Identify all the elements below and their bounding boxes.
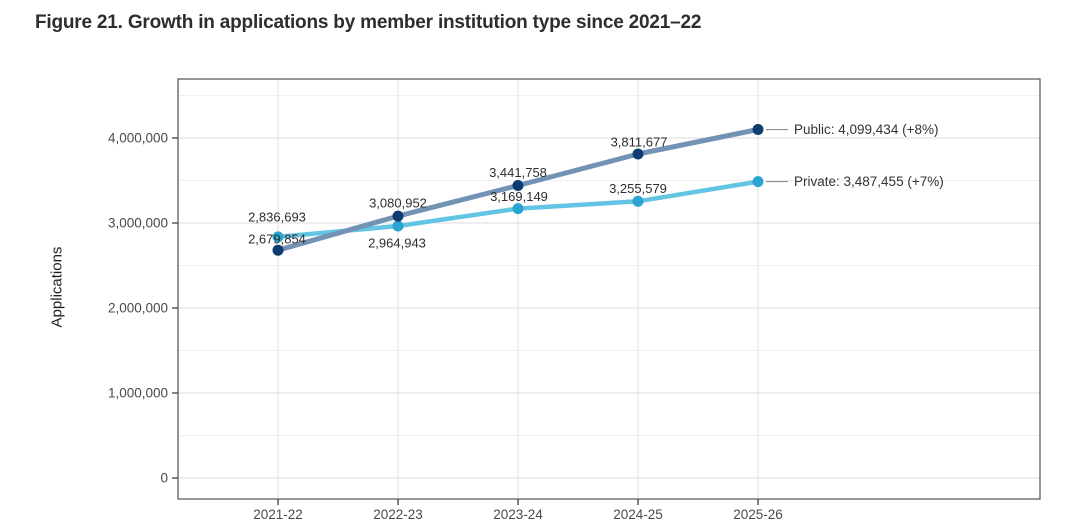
- data-label: 3,080,952: [369, 196, 427, 211]
- data-label: 3,441,758: [489, 165, 547, 180]
- data-label: 2,964,943: [368, 235, 426, 250]
- y-tick-label: 3,000,000: [108, 216, 168, 231]
- end-labels: Public: 4,099,434 (+8%) Private: 3,487,45…: [766, 122, 944, 189]
- end-label-public: Public: 4,099,434 (+8%): [794, 122, 938, 137]
- axis-ticks: [172, 137, 759, 505]
- y-tick-label: 1,000,000: [108, 386, 168, 401]
- data-label: 3,255,579: [609, 181, 667, 196]
- data-point-private: [512, 203, 524, 215]
- gridlines: [178, 79, 1040, 499]
- end-label-private: Private: 3,487,455 (+7%): [794, 174, 944, 189]
- data-label: 3,169,149: [490, 189, 548, 204]
- y-tick-label: 4,000,000: [108, 131, 168, 146]
- data-point-private: [392, 220, 404, 232]
- data-point-private: [632, 195, 644, 207]
- x-tick-label: 2025-26: [733, 507, 783, 522]
- data-point-public: [512, 180, 524, 191]
- panel-border: [177, 78, 1041, 500]
- data-point-private: [752, 176, 764, 188]
- data-labels: 2,679,854 3,080,952 3,441,758 3,811,677 2,83…: [248, 135, 667, 251]
- data-point-public: [272, 244, 284, 256]
- x-tick-label: 2021-22: [253, 507, 303, 522]
- data-label: 2,679,854: [248, 232, 306, 247]
- series-points-public: [272, 124, 764, 256]
- data-point-public: [632, 148, 644, 160]
- data-point-public: [392, 210, 404, 222]
- x-tick-label: 2022-23: [373, 507, 423, 522]
- data-label: 2,836,693: [248, 209, 306, 224]
- data-point-private: [272, 231, 284, 243]
- data-point-public: [752, 124, 764, 135]
- x-tick-label: 2024-25: [613, 507, 663, 522]
- data-label: 3,811,677: [611, 135, 668, 150]
- x-tick-label: 2023-24: [493, 507, 543, 522]
- figure-title: Figure 21. Growth in applications by mem…: [35, 12, 702, 33]
- axis-labels: 0 1,000,000 2,000,000 3,000,000 4,000,000 202…: [108, 131, 783, 523]
- y-tick-label: 0: [160, 471, 168, 486]
- series-points-private: [272, 176, 764, 243]
- y-tick-label: 2,000,000: [108, 301, 168, 316]
